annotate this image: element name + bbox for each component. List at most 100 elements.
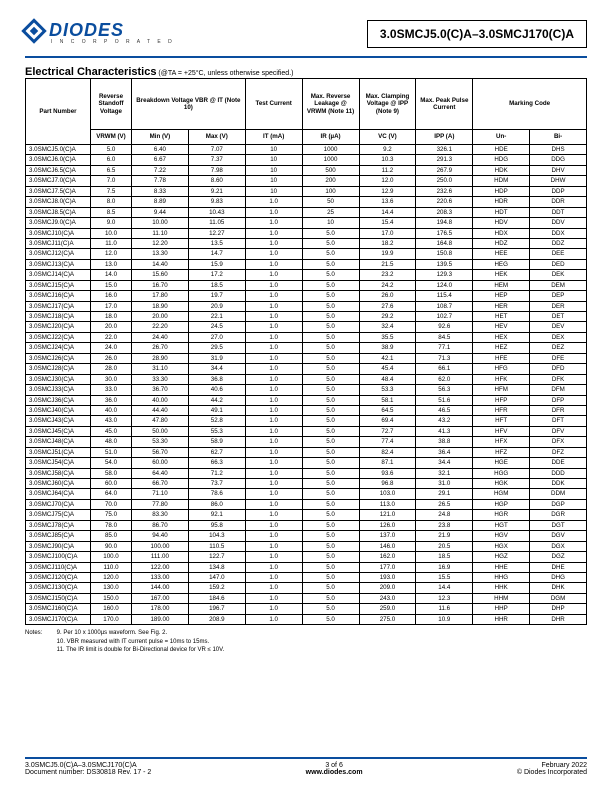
table-cell: 19.7 xyxy=(188,291,245,301)
table-cell: 48.0 xyxy=(91,437,132,447)
table-cell: 5.0 xyxy=(302,353,359,363)
table-cell: 71.10 xyxy=(132,489,189,499)
logo-diamond-icon xyxy=(21,18,46,43)
table-cell: 5.0 xyxy=(302,520,359,530)
table-cell: 10.43 xyxy=(188,207,245,217)
table-cell: 77.80 xyxy=(132,499,189,509)
table-header-row-2: VRWM (V) Min (V) Max (V) IT (mA) IR (µA)… xyxy=(26,130,587,145)
table-cell: 24.8 xyxy=(416,510,473,520)
table-cell: 58.0 xyxy=(91,468,132,478)
table-cell: HDV xyxy=(473,218,530,228)
table-cell: 104.3 xyxy=(188,531,245,541)
table-cell: 15.9 xyxy=(188,259,245,269)
table-cell: 32.1 xyxy=(416,468,473,478)
table-cell: HHG xyxy=(473,572,530,582)
table-cell: 1.0 xyxy=(245,489,302,499)
table-cell: 31.9 xyxy=(188,353,245,363)
table-cell: 17.2 xyxy=(188,270,245,280)
table-cell: 12.27 xyxy=(188,228,245,238)
col-peak-pulse: Max. Peak Pulse Current xyxy=(416,79,473,130)
section-heading: Electrical Characteristics (@TA = +25°C,… xyxy=(25,66,587,78)
table-cell: 1.0 xyxy=(245,280,302,290)
table-cell: 1.0 xyxy=(245,312,302,322)
footer-doc: Document number: DS30818 Rev. 17 - 2 xyxy=(25,769,151,776)
table-cell: 1.0 xyxy=(245,301,302,311)
table-cell: 3.0SMCJ6.0(C)A xyxy=(26,155,91,165)
table-cell: 1.0 xyxy=(245,531,302,541)
table-row: 3.0SMCJ8.5(C)A8.59.4410.431.02514.4208.3… xyxy=(26,207,587,217)
table-cell: 53.30 xyxy=(132,437,189,447)
table-cell: 27.0 xyxy=(188,332,245,342)
table-cell: 26.0 xyxy=(91,353,132,363)
table-cell: 26.70 xyxy=(132,343,189,353)
table-cell: 10 xyxy=(245,186,302,196)
table-cell: 5.0 xyxy=(302,426,359,436)
footer-copyright: © Diodes Incorporated xyxy=(517,769,587,776)
table-row: 3.0SMCJ17(C)A17.018.9020.91.05.027.6108.… xyxy=(26,301,587,311)
table-row: 3.0SMCJ9.0(C)A9.010.0011.051.01015.4194.… xyxy=(26,218,587,228)
table-cell: 3.0SMCJ8.0(C)A xyxy=(26,197,91,207)
table-cell: 44.40 xyxy=(132,405,189,415)
table-cell: 3.0SMCJ12(C)A xyxy=(26,249,91,259)
table-cell: 24.2 xyxy=(359,280,416,290)
table-row: 3.0SMCJ8.0(C)A8.08.899.831.05013.6220.6H… xyxy=(26,197,587,207)
table-row: 3.0SMCJ160(C)A160.0178.00196.71.05.0259.… xyxy=(26,604,587,614)
table-cell: 194.8 xyxy=(416,218,473,228)
table-cell: 1.0 xyxy=(245,593,302,603)
table-cell: 1.0 xyxy=(245,437,302,447)
table-cell: 17.80 xyxy=(132,291,189,301)
table-cell: 8.0 xyxy=(91,197,132,207)
table-cell: 130.0 xyxy=(91,583,132,593)
table-cell: DEE xyxy=(530,249,587,259)
table-cell: 93.6 xyxy=(359,468,416,478)
table-cell: HEZ xyxy=(473,343,530,353)
table-cell: 250.0 xyxy=(416,176,473,186)
header-rule xyxy=(25,56,587,58)
table-cell: 3.0SMCJ24(C)A xyxy=(26,343,91,353)
table-cell: 110.0 xyxy=(91,562,132,572)
table-cell: 53.3 xyxy=(359,385,416,395)
table-cell: 1.0 xyxy=(245,416,302,426)
table-cell: HDR xyxy=(473,197,530,207)
table-cell: 48.4 xyxy=(359,374,416,384)
table-row: 3.0SMCJ18(C)A18.020.0022.11.05.029.2102.… xyxy=(26,312,587,322)
table-cell: 3.0SMCJ130(C)A xyxy=(26,583,91,593)
table-cell: 5.0 xyxy=(302,614,359,624)
table-row: 3.0SMCJ14(C)A14.015.6017.21.05.023.2129.… xyxy=(26,270,587,280)
table-cell: 176.5 xyxy=(416,228,473,238)
table-cell: 26.0 xyxy=(359,291,416,301)
table-cell: 49.1 xyxy=(188,405,245,415)
table-cell: DEX xyxy=(530,332,587,342)
table-cell: 11.2 xyxy=(359,165,416,175)
table-cell: 64.40 xyxy=(132,468,189,478)
table-cell: HDZ xyxy=(473,238,530,248)
table-cell: 87.1 xyxy=(359,458,416,468)
table-cell: 122.00 xyxy=(132,562,189,572)
table-cell: HFV xyxy=(473,426,530,436)
table-cell: 36.0 xyxy=(91,395,132,405)
table-row: 3.0SMCJ6.0(C)A6.06.677.3710100010.3291.3… xyxy=(26,155,587,165)
table-cell: DEZ xyxy=(530,343,587,353)
table-row: 3.0SMCJ45(C)A45.050.0055.31.05.072.741.3… xyxy=(26,426,587,436)
table-cell: 147.0 xyxy=(188,572,245,582)
col-it: IT (mA) xyxy=(245,130,302,145)
table-cell: 1.0 xyxy=(245,249,302,259)
table-cell: 7.0 xyxy=(91,176,132,186)
table-cell: 86.70 xyxy=(132,520,189,530)
table-cell: 12.20 xyxy=(132,238,189,248)
table-cell: 17.0 xyxy=(359,228,416,238)
table-cell: 1.0 xyxy=(245,447,302,457)
table-cell: 10.9 xyxy=(416,614,473,624)
table-cell: 122.7 xyxy=(188,552,245,562)
table-cell: 3.0SMCJ22(C)A xyxy=(26,332,91,342)
table-cell: DHW xyxy=(530,176,587,186)
table-cell: DFR xyxy=(530,405,587,415)
table-cell: 184.6 xyxy=(188,593,245,603)
col-test-current: Test Current xyxy=(245,79,302,130)
table-cell: HDG xyxy=(473,155,530,165)
table-cell: HET xyxy=(473,312,530,322)
table-row: 3.0SMCJ15(C)A15.016.7018.51.05.024.2124.… xyxy=(26,280,587,290)
table-cell: DGX xyxy=(530,541,587,551)
table-cell: 9.83 xyxy=(188,197,245,207)
note-line: 9. Per 10 x 1000µs waveform. See Fig. 2. xyxy=(57,630,168,636)
